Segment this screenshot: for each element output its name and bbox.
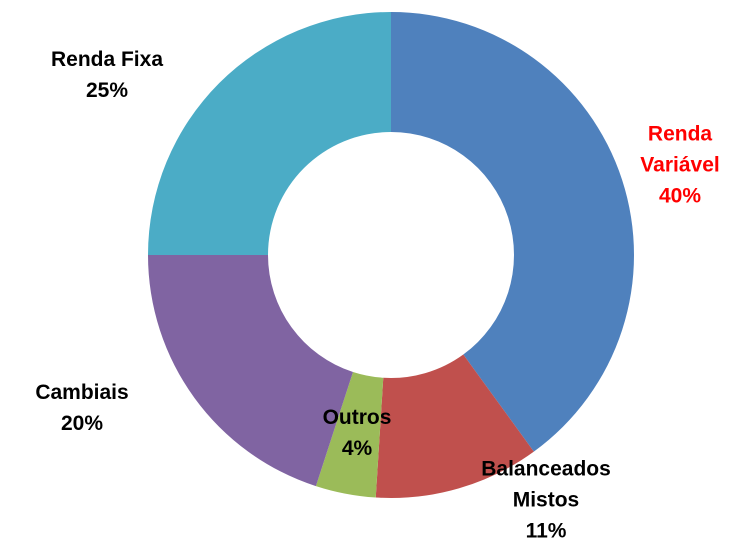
data-label: Balanceados Mistos 11% <box>456 454 636 547</box>
donut-slice <box>315 371 384 498</box>
value-label: 11% <box>525 519 567 543</box>
value-label: 20% <box>60 412 104 435</box>
category-label: Outros <box>322 406 392 429</box>
value-label: 25% <box>85 79 129 102</box>
category-label: Balanceados Mistos <box>481 457 611 512</box>
donut-slice <box>391 12 634 452</box>
donut-slice <box>148 12 391 255</box>
category-label: Renda Variável <box>640 122 720 177</box>
data-label: Renda Variável 40% <box>633 119 728 212</box>
category-label: Cambiais <box>35 381 129 404</box>
donut-slice <box>148 255 353 487</box>
category-label: Renda Fixa <box>50 48 164 71</box>
data-label: Cambiais 20% <box>12 377 152 439</box>
data-label: Renda Fixa 25% <box>27 44 187 106</box>
value-label: 4% <box>341 437 373 460</box>
donut-slice <box>375 354 534 499</box>
data-label: Outros 4% <box>312 402 402 464</box>
value-label: 40% <box>658 184 702 208</box>
